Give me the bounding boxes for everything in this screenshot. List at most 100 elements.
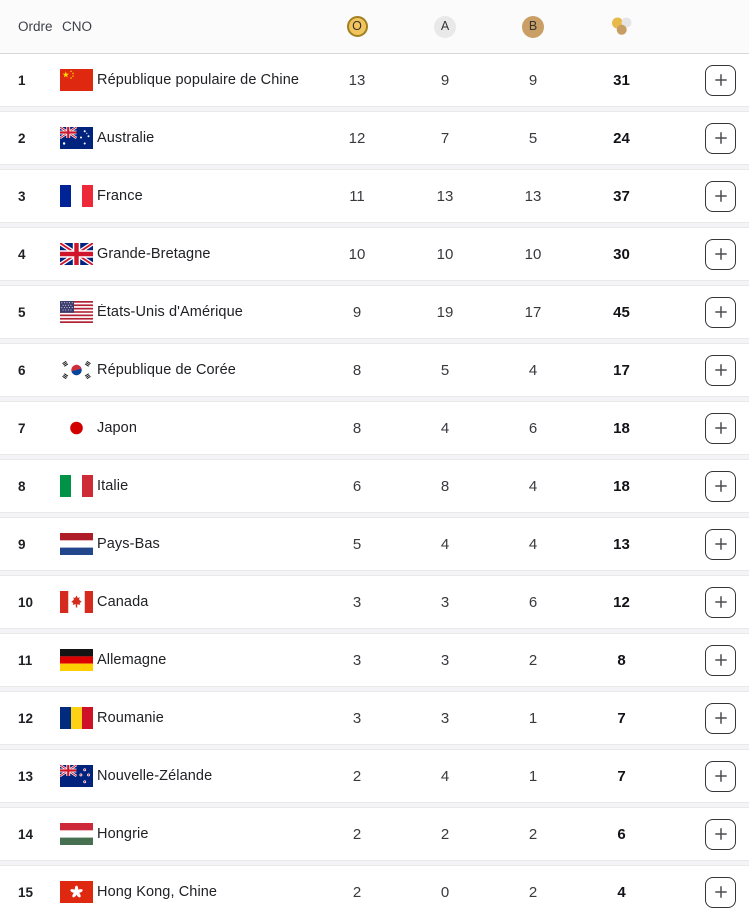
- bronze-count: 4: [528, 535, 538, 553]
- table-row: 10 Canada 3 3 6 12: [0, 576, 749, 634]
- hun-flag-icon: [60, 823, 93, 845]
- country-flag: [60, 707, 97, 729]
- gold-count: 10: [348, 245, 366, 263]
- gold-medal-icon: O: [346, 16, 368, 37]
- gold-count: 11: [349, 187, 365, 205]
- expand-row-button[interactable]: [705, 644, 736, 676]
- rank-label: 3: [18, 188, 26, 204]
- total-count: 31: [613, 71, 630, 89]
- plus-icon: [714, 480, 727, 492]
- bronze-count: 9: [528, 71, 538, 89]
- aus-flag-icon: [60, 127, 93, 149]
- expand-row-button[interactable]: [705, 760, 736, 792]
- expand-row-button[interactable]: [705, 818, 736, 850]
- expand-row-button[interactable]: [705, 180, 736, 212]
- gold-count: 2: [352, 825, 362, 843]
- country-name: Pays-Bas: [97, 536, 160, 552]
- table-row: 13 Nouvelle-Zélande 2 4 1 7: [0, 750, 749, 808]
- row-separator: [0, 802, 749, 808]
- total-count: 18: [613, 477, 630, 495]
- expand-row-button[interactable]: [705, 586, 736, 618]
- expand-row-button[interactable]: [705, 122, 736, 154]
- total-count: 7: [617, 767, 626, 785]
- silver-count: 8: [440, 477, 450, 495]
- usa-flag-icon: [60, 301, 93, 323]
- gold-count: 3: [352, 651, 362, 669]
- total-count: 30: [613, 245, 630, 263]
- expand-row-button[interactable]: [705, 296, 736, 328]
- country-name: Japon: [97, 420, 138, 436]
- silver-medal-icon: A: [434, 15, 456, 38]
- bronze-count: 13: [524, 187, 542, 205]
- rank-label: 12: [18, 710, 34, 726]
- country-flag: [60, 649, 97, 671]
- row-separator: [0, 338, 749, 344]
- total-count: 45: [613, 303, 630, 321]
- country-flag: [60, 475, 97, 497]
- table-row: 2 Australie 12 7 5 24: [0, 112, 749, 170]
- plus-icon: [714, 422, 727, 434]
- country-name: Hong Kong, Chine: [97, 884, 218, 900]
- silver-count: 2: [440, 825, 450, 843]
- row-separator: [0, 628, 749, 634]
- expand-row-button[interactable]: [705, 876, 736, 908]
- row-separator: [0, 860, 749, 866]
- silver-count: 9: [440, 71, 450, 89]
- expand-row-button[interactable]: [705, 412, 736, 444]
- gold-count: 6: [352, 477, 362, 495]
- bronze-count: 2: [528, 883, 538, 901]
- expand-row-button[interactable]: [705, 702, 736, 734]
- column-header-gold: O: [313, 16, 401, 37]
- country-flag: [60, 765, 97, 787]
- country-name: Australie: [97, 130, 155, 146]
- country-name: République populaire de Chine: [97, 72, 300, 88]
- ger-flag-icon: [60, 649, 93, 671]
- plus-icon: [714, 712, 727, 724]
- plus-icon: [714, 886, 727, 898]
- table-row: 11 Allemagne 3 3 2 8: [0, 634, 749, 692]
- bronze-count: 17: [524, 303, 542, 321]
- table-row: 5 États-Unis d'Amérique 9 19 17 45: [0, 286, 749, 344]
- total-count: 13: [613, 535, 630, 553]
- row-separator: [0, 222, 749, 228]
- country-name: Italie: [97, 478, 129, 494]
- rank-label: 10: [18, 594, 34, 610]
- total-count: 37: [613, 187, 630, 205]
- gold-count: 8: [352, 361, 362, 379]
- total-count: 4: [617, 883, 626, 901]
- column-header-cno: CNO: [62, 19, 92, 34]
- plus-icon: [714, 132, 727, 144]
- row-separator: [0, 686, 749, 692]
- plus-icon: [714, 190, 727, 202]
- gold-count: 2: [352, 883, 362, 901]
- country-flag: [60, 127, 97, 149]
- bronze-count: 5: [528, 129, 538, 147]
- bronze-count: 6: [528, 593, 538, 611]
- bronze-count: 1: [528, 767, 538, 785]
- table-row: 3 France 11 13 13 37: [0, 170, 749, 228]
- table-row: 7 Japon 8 4 6 18: [0, 402, 749, 460]
- total-count: 7: [617, 709, 626, 727]
- total-count: 18: [613, 419, 630, 437]
- silver-count: 0: [440, 883, 450, 901]
- expand-row-button[interactable]: [705, 354, 736, 386]
- expand-row-button[interactable]: [705, 64, 736, 96]
- column-header-total: [577, 15, 666, 39]
- rou-flag-icon: [60, 707, 93, 729]
- gold-count: 13: [348, 71, 366, 89]
- silver-count: 4: [440, 535, 450, 553]
- rank-label: 7: [18, 420, 26, 436]
- rank-label: 8: [18, 478, 26, 494]
- rank-label: 5: [18, 304, 26, 320]
- expand-row-button[interactable]: [705, 238, 736, 270]
- country-name: Canada: [97, 594, 149, 610]
- expand-row-button[interactable]: [705, 528, 736, 560]
- row-separator: [0, 396, 749, 402]
- plus-icon: [714, 596, 727, 608]
- country-flag: [60, 417, 97, 439]
- row-separator: [0, 454, 749, 460]
- expand-row-button[interactable]: [705, 470, 736, 502]
- bronze-count: 4: [528, 477, 538, 495]
- gbr-flag-icon: [60, 243, 93, 265]
